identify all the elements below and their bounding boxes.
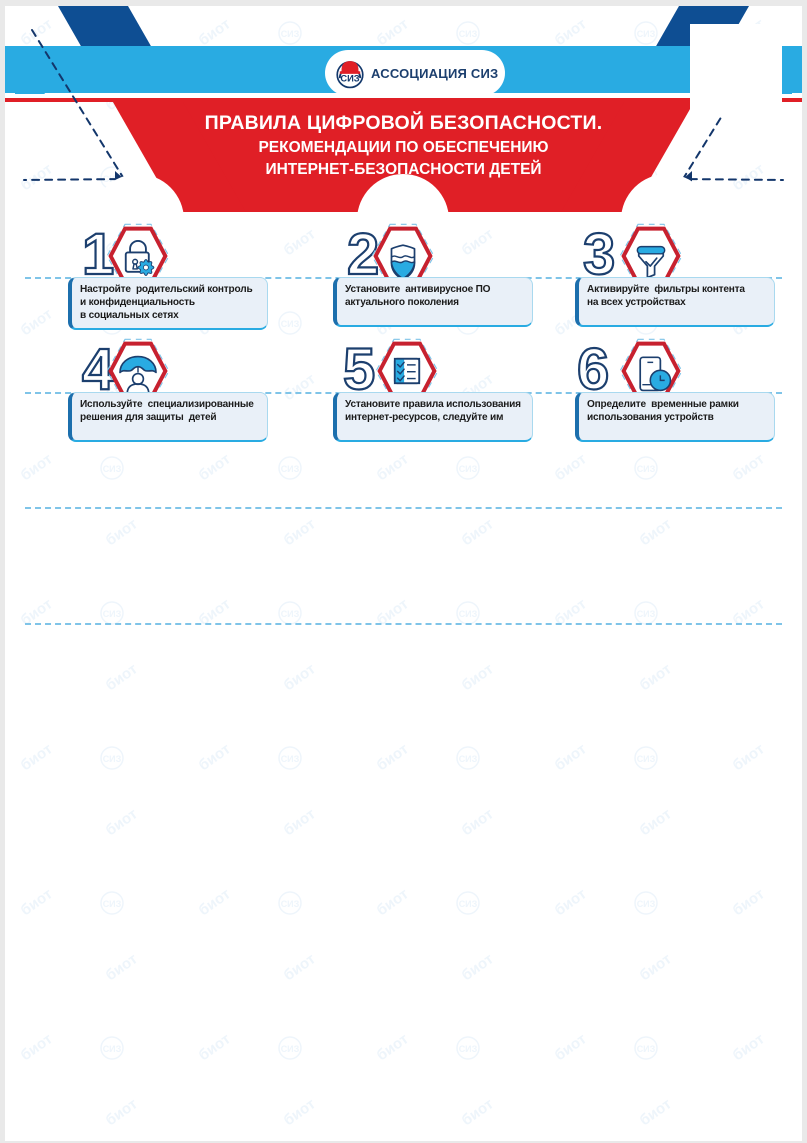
svg-text:СИЗ: СИЗ	[340, 74, 359, 84]
